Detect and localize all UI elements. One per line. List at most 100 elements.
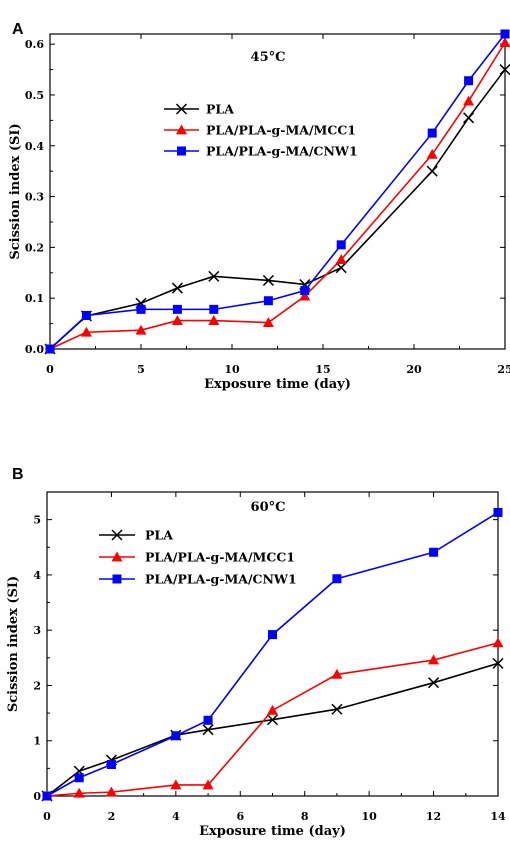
legend-marker-0-b bbox=[175, 103, 188, 115]
temperature-annotation: 45°C bbox=[251, 50, 286, 65]
x-tick-label: 2 bbox=[108, 810, 116, 823]
series-line-0 bbox=[46, 662, 499, 797]
y-axis-title: Scission index (SI) bbox=[6, 576, 21, 712]
y-tick-label: 0.6 bbox=[25, 38, 44, 51]
panel-b-letter: B bbox=[12, 466, 24, 483]
x-axis-title: Exposure time (day) bbox=[199, 824, 346, 839]
data-point-2 bbox=[171, 731, 181, 741]
x-tick-label: 25 bbox=[497, 363, 510, 376]
x-tick-label: 0 bbox=[43, 810, 51, 823]
data-point-0-b bbox=[499, 64, 510, 76]
data-point-0 bbox=[335, 262, 347, 274]
data-point-1 bbox=[208, 315, 220, 325]
data-point-0 bbox=[426, 165, 438, 177]
x-tick-label: 6 bbox=[236, 810, 244, 823]
y-tick-label: 4 bbox=[33, 569, 41, 582]
y-tick-label: 0.3 bbox=[25, 191, 44, 204]
data-point-0 bbox=[262, 274, 274, 286]
data-point-0-b bbox=[202, 724, 214, 736]
y-tick-label: 1 bbox=[33, 735, 41, 748]
data-point-0-b bbox=[266, 714, 279, 726]
data-point-0 bbox=[499, 64, 510, 76]
legend-marker-2 bbox=[177, 146, 186, 156]
x-tick-label: 4 bbox=[172, 810, 180, 823]
y-tick-label: 3 bbox=[33, 624, 41, 637]
x-tick-label: 14 bbox=[490, 810, 506, 823]
data-point-2 bbox=[172, 304, 182, 314]
data-point-0-b bbox=[331, 703, 343, 715]
legend-label-0: PLA bbox=[145, 528, 173, 543]
x-tick-label: 10 bbox=[361, 810, 377, 823]
temperature-annotation: 60°C bbox=[251, 500, 286, 515]
data-point-2 bbox=[493, 507, 503, 517]
panel-0-frame bbox=[49, 33, 506, 350]
data-point-0-b bbox=[492, 657, 504, 669]
data-point-2 bbox=[45, 344, 55, 354]
x-tick-label: 15 bbox=[315, 363, 330, 376]
x-tick-label: 8 bbox=[301, 810, 309, 823]
data-point-1 bbox=[105, 786, 117, 797]
x-tick-label: 10 bbox=[224, 363, 240, 376]
data-point-2 bbox=[300, 286, 310, 296]
legend-label-2: PLA/PLA-g-MA/CNW1 bbox=[145, 572, 297, 587]
series-line-2 bbox=[49, 33, 506, 350]
legend-label-1: PLA/PLA-g-MA/MCC1 bbox=[206, 123, 356, 138]
x-tick-label: 0 bbox=[46, 363, 54, 376]
legend-label-2: PLA/PLA-g-MA/CNW1 bbox=[206, 144, 358, 159]
y-tick-label: 2 bbox=[33, 679, 41, 692]
data-point-2 bbox=[42, 791, 52, 801]
data-point-2 bbox=[106, 759, 116, 769]
legend-marker-2 bbox=[112, 574, 122, 584]
legend-label-1: PLA/PLA-g-MA/MCC1 bbox=[145, 550, 295, 565]
data-point-2 bbox=[336, 240, 346, 250]
data-point-1 bbox=[335, 254, 347, 264]
data-point-1 bbox=[299, 290, 311, 301]
data-point-2 bbox=[209, 304, 219, 314]
data-point-1 bbox=[73, 787, 85, 798]
legend-label-0: PLA bbox=[206, 102, 234, 117]
legend-marker-0 bbox=[111, 529, 123, 541]
data-point-2 bbox=[500, 29, 510, 39]
y-tick-label: 5 bbox=[33, 514, 41, 527]
y-tick-label: 0.2 bbox=[25, 241, 44, 254]
y-axis-title: Scission index (SI) bbox=[8, 123, 23, 259]
data-point-0-b bbox=[208, 270, 220, 282]
data-point-2 bbox=[136, 304, 146, 314]
x-tick-label: 20 bbox=[406, 363, 422, 376]
data-point-1 bbox=[331, 668, 343, 679]
data-point-1 bbox=[499, 37, 510, 48]
data-point-0 bbox=[428, 677, 440, 689]
data-point-1 bbox=[80, 326, 92, 337]
data-point-2 bbox=[263, 296, 273, 306]
data-point-0 bbox=[492, 657, 504, 669]
data-point-1 bbox=[463, 95, 475, 106]
data-point-0-b bbox=[262, 274, 274, 286]
x-tick-label: 12 bbox=[426, 810, 441, 823]
data-point-1 bbox=[492, 637, 504, 648]
y-tick-label: 0.0 bbox=[25, 343, 44, 356]
y-tick-label: 0.4 bbox=[25, 140, 44, 153]
data-point-1 bbox=[170, 779, 182, 790]
legend-marker-1 bbox=[176, 124, 187, 135]
data-point-0 bbox=[266, 714, 279, 726]
data-point-1 bbox=[428, 654, 440, 665]
data-point-0-b bbox=[171, 282, 183, 294]
data-point-1 bbox=[426, 148, 438, 159]
data-point-1 bbox=[262, 317, 274, 327]
data-point-2 bbox=[81, 310, 91, 320]
data-point-2 bbox=[427, 128, 437, 138]
data-point-0 bbox=[171, 282, 183, 294]
data-point-0-b bbox=[335, 262, 347, 274]
legend-marker-1 bbox=[111, 551, 123, 562]
data-point-0 bbox=[202, 724, 214, 736]
data-point-2 bbox=[429, 547, 439, 557]
y-tick-label: 0 bbox=[33, 790, 41, 803]
series-line-1 bbox=[49, 42, 506, 350]
legend-marker-0-b bbox=[111, 529, 123, 541]
data-point-0 bbox=[208, 270, 220, 282]
data-point-1 bbox=[171, 315, 183, 325]
data-point-0 bbox=[331, 703, 343, 715]
data-point-0-b bbox=[428, 677, 440, 689]
y-tick-label: 0.1 bbox=[25, 292, 44, 305]
